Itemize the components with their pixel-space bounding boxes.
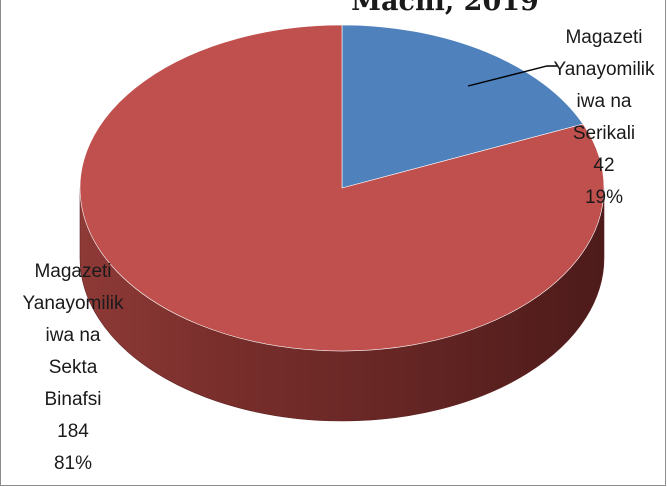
label-line: Yanayomilik (22, 293, 124, 314)
leader-line (467, 65, 557, 87)
label-value: 184 (57, 421, 89, 442)
data-label-serikali: Magazeti Yanayomilik iwa na Serikali 42 … (553, 27, 655, 208)
label-line: Sekta (49, 357, 98, 378)
chart-title: Machi, 2019 (351, 0, 539, 17)
label-line: Magazeti (34, 261, 111, 282)
label-line: Serikali (573, 123, 635, 144)
label-line: Yanayomilik (553, 59, 655, 80)
label-value: 42 (593, 155, 614, 176)
label-percent: 81% (54, 453, 92, 474)
label-line: iwa na (577, 91, 632, 112)
data-label-sekta-binafsi: Magazeti Yanayomilik iwa na Sekta Binafs… (22, 261, 124, 474)
label-line: iwa na (46, 325, 101, 346)
label-line: Binafsi (44, 389, 101, 410)
pie-slice-sekta-binafsi (79, 24, 605, 352)
label-line: Magazeti (565, 27, 642, 48)
label-percent: 19% (585, 187, 623, 208)
pie-slice-serikali (341, 24, 584, 189)
